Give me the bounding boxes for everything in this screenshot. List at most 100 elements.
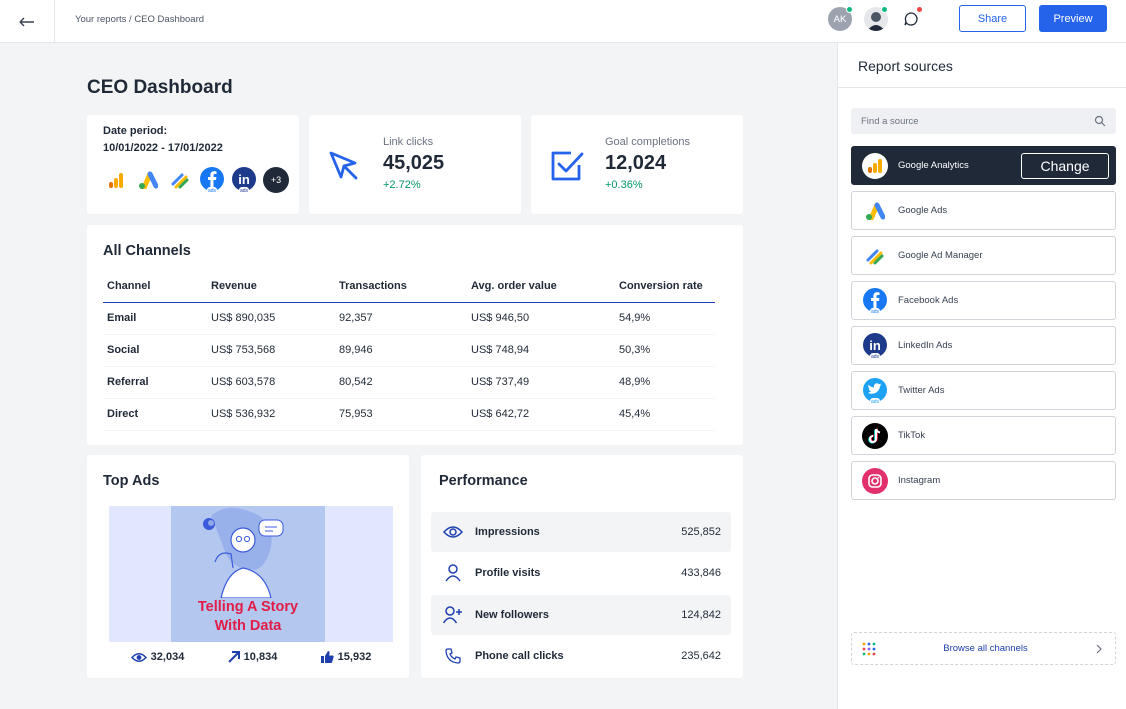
google-ads-icon [862,198,888,224]
source-item-facebook-ads[interactable]: ads Facebook Ads [851,281,1116,320]
table-row: Email US$ 890,035 92,357 US$ 946,50 54,9… [103,302,715,335]
browse-all-channels-button[interactable]: Browse all channels [851,632,1116,665]
performance-row: Phone call clicks 235,642 [431,636,731,676]
source-search [851,108,1116,134]
grid-dots-icon [862,642,876,655]
conversion-cell: 48,9% [615,366,715,399]
channel-cell: Direct [103,398,207,431]
date-period-card: Date period: 10/01/2022 - 17/01/2022 ads… [87,115,299,214]
revenue-cell: US$ 890,035 [207,302,335,335]
user-icon [441,564,465,582]
back-button[interactable] [0,0,55,43]
metric-delta: +2.72% [383,179,421,191]
performance-row: Profile visits 433,846 [431,553,731,593]
eye-icon [441,525,465,539]
section-title: Performance [439,473,528,489]
search-icon[interactable] [1094,115,1106,127]
revenue-cell: US$ 536,932 [207,398,335,431]
facebook-ads-icon: ads [199,167,225,193]
tiktok-icon [862,422,888,449]
facebook-ads-icon: ads [862,287,888,314]
browse-all-channels-label: Browse all channels [943,643,1028,654]
ad-creative-image[interactable]: Telling A Story With Data [109,506,393,642]
google-analytics-icon [103,167,129,193]
source-item-google-ad-manager[interactable]: Google Ad Manager [851,236,1116,275]
performance-value: 124,842 [681,609,721,621]
source-item-instagram[interactable]: Instagram [851,461,1116,500]
google-ad-manager-icon [862,243,888,269]
avg-order-cell: US$ 946,50 [467,302,615,335]
send-arrow-icon [227,651,240,663]
revenue-cell: US$ 603,578 [207,366,335,399]
transactions-cell: 92,357 [335,302,467,335]
source-name: Google Ads [898,205,948,216]
ad-likes-value: 15,932 [337,651,372,663]
source-item-google-ads[interactable]: Google Ads [851,191,1116,230]
top-bar: Your reports / CEO Dashboard AK Share Pr… [0,0,1126,43]
source-name: TikTok [898,430,926,441]
linkedin-ads-icon: in ads [862,332,888,359]
ad-likes-stat: 15,932 [320,651,372,663]
report-sources-panel: Report sources Google Analytics Change G… [837,43,1126,709]
chevron-right-icon [1096,644,1102,653]
all-channels-card: All Channels Channel Revenue Transaction… [87,225,743,445]
source-item-google-analytics[interactable]: Google Analytics Change [851,146,1116,185]
goal-completions-card: Goal completions 12,024 +0.36% [531,115,743,214]
ad-headline: Telling A Story With Data [171,598,325,636]
google-ads-icon [135,167,161,193]
svg-text:ads: ads [208,188,217,193]
svg-text:ads: ads [871,354,880,359]
channel-cell: Referral [103,366,207,399]
source-item-tiktok[interactable]: TikTok [851,416,1116,455]
google-analytics-icon [862,152,888,179]
page-title: CEO Dashboard [87,77,233,98]
divider [838,87,1126,88]
column-header[interactable]: Channel [103,275,207,303]
source-name: Twitter Ads [898,385,945,396]
source-item-linkedin-ads[interactable]: in ads LinkedIn Ads [851,326,1116,365]
section-title: All Channels [103,243,191,259]
connected-sources: ads in ads +3 [103,167,289,193]
panel-title: Report sources [858,58,953,74]
performance-label: Impressions [475,526,540,538]
source-name: LinkedIn Ads [898,340,953,351]
table-row: Referral US$ 603,578 80,542 US$ 737,49 4… [103,366,715,399]
share-button[interactable]: Share [959,5,1026,32]
top-ads-card: Top Ads Telling A Story With Data 32, [87,455,409,678]
transactions-cell: 89,946 [335,334,467,367]
conversion-cell: 54,9% [615,302,715,335]
metric-value: 12,024 [605,152,667,174]
ad-headline-line: With Data [214,618,282,634]
online-status-dot [881,6,888,13]
svg-text:ads: ads [871,399,880,404]
transactions-cell: 75,953 [335,398,467,431]
breadcrumb[interactable]: Your reports / CEO Dashboard [75,14,205,25]
column-header[interactable]: Transactions [335,275,467,303]
conversion-cell: 45,4% [615,398,715,431]
performance-label: Phone call clicks [475,650,564,662]
change-button[interactable]: Change [1021,152,1109,179]
more-sources-badge[interactable]: +3 [263,167,289,193]
ad-views-value: 32,034 [150,651,185,663]
phone-icon [441,648,465,664]
column-header[interactable]: Conversion rate [615,275,715,303]
source-item-twitter-ads[interactable]: ads Twitter Ads [851,371,1116,410]
column-header[interactable]: Revenue [207,275,335,303]
svg-text:in: in [238,172,250,187]
channel-cell: Email [103,302,207,335]
source-name: Google Ad Manager [898,250,983,261]
metric-label: Goal completions [605,136,690,148]
date-period-value[interactable]: 10/01/2022 - 17/01/2022 [103,142,223,154]
source-search-input[interactable] [851,115,1094,127]
preview-button[interactable]: Preview [1039,5,1107,32]
user-plus-icon [441,606,465,624]
source-name: Instagram [898,475,941,486]
ad-shares-value: 10,834 [243,651,278,663]
metric-label: Link clicks [383,136,434,148]
table-header-row: Channel Revenue Transactions Avg. order … [103,275,715,303]
ad-headline-line: Telling A Story [197,599,299,615]
column-header[interactable]: Avg. order value [467,275,615,303]
online-status-dot [846,6,853,13]
source-name: Facebook Ads [898,295,959,306]
performance-row: Impressions 525,852 [431,512,731,552]
